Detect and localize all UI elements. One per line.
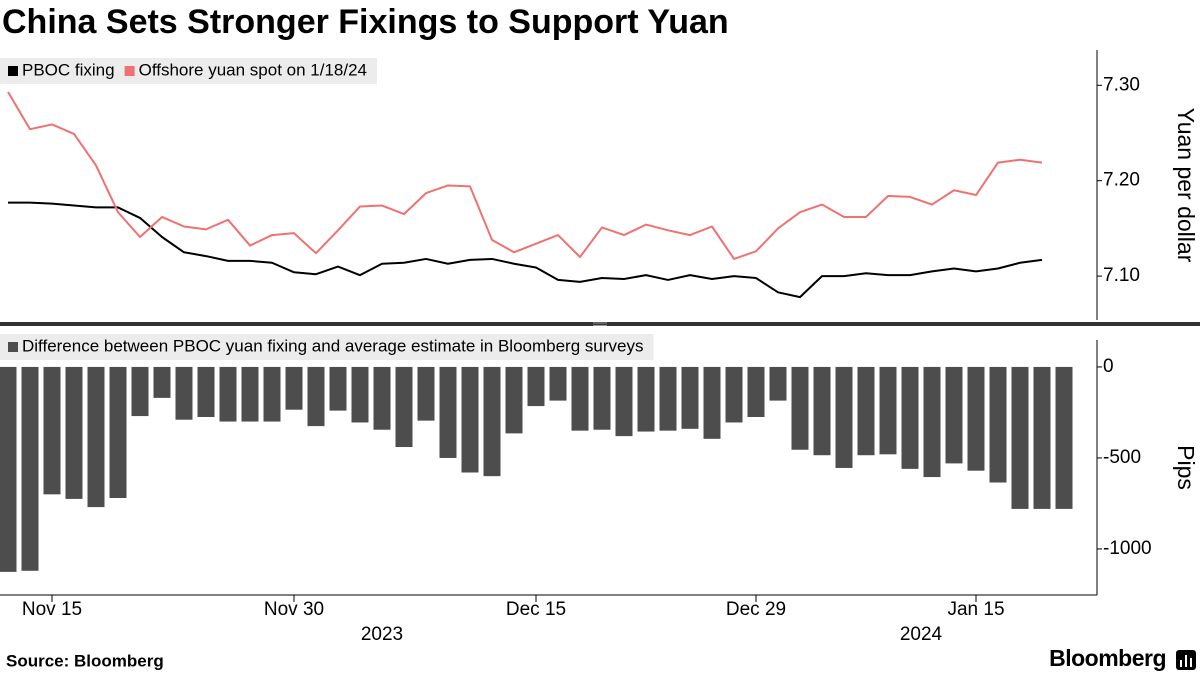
source: Source: Bloomberg [6, 651, 164, 670]
x-tick-label: Nov 30 [264, 599, 324, 620]
bar [505, 366, 523, 434]
bar [263, 366, 281, 422]
line [8, 201, 1043, 299]
y-tick-label: 0 [1103, 356, 1114, 377]
legend-swatch [8, 66, 18, 76]
bar [1033, 366, 1051, 509]
bar [615, 366, 633, 437]
bar [835, 366, 853, 468]
chart-title: China Sets Stronger Fixings to Support Y… [2, 3, 729, 41]
y-tick-label: -1000 [1103, 538, 1152, 559]
bar [373, 366, 391, 430]
bar [549, 366, 567, 401]
bar [813, 366, 831, 456]
bar [439, 366, 457, 458]
x-group-label: 2023 [361, 624, 403, 645]
bar [769, 366, 787, 401]
legend-swatch [124, 66, 135, 76]
logo-icon-bar [1190, 658, 1192, 667]
legend: Difference between PBOC yuan fixing and … [0, 334, 654, 360]
bar [725, 366, 743, 423]
bar [923, 366, 941, 478]
bar [197, 366, 215, 417]
line [7, 91, 1043, 260]
bar [417, 366, 435, 421]
x-tick-label: Nov 15 [22, 599, 82, 620]
bar [307, 366, 325, 427]
bar [131, 366, 149, 417]
logo: Bloomberg [1049, 645, 1166, 671]
bar [1055, 366, 1073, 509]
y-tick-label: 7.10 [1103, 265, 1140, 286]
x-group-label: 2024 [900, 624, 943, 645]
x-tick-label: Jan 15 [947, 599, 1004, 620]
bar [0, 366, 17, 572]
legend-label: Offshore yuan spot on 1/18/24 [139, 60, 367, 79]
bar [241, 366, 259, 422]
bar [153, 366, 171, 398]
panel-divider [0, 322, 1200, 326]
bar [329, 366, 347, 411]
bar [593, 366, 611, 430]
bar [21, 366, 39, 571]
y-axis-label: Pips [1173, 445, 1199, 490]
bar [703, 366, 721, 439]
bar [527, 366, 545, 407]
legend-swatch [8, 342, 18, 352]
bar [109, 366, 127, 498]
bar [967, 366, 985, 471]
logo-icon-bar [1185, 655, 1187, 667]
bar [791, 366, 809, 450]
y-tick-label: 7.30 [1103, 74, 1140, 95]
bar [901, 366, 919, 469]
bar [637, 366, 655, 432]
bar [571, 366, 589, 431]
bar [395, 366, 413, 448]
bar [219, 366, 237, 422]
bar [1011, 366, 1029, 509]
y-tick-label: 7.20 [1103, 170, 1140, 191]
legend-label: PBOC fixing [22, 60, 115, 79]
x-tick-label: Dec 15 [506, 599, 566, 620]
bar [879, 366, 897, 455]
bar [747, 366, 765, 417]
bar [43, 366, 61, 495]
bar [857, 366, 875, 456]
bar [351, 366, 369, 423]
legend-label: Difference between PBOC yuan fixing and … [22, 336, 643, 355]
bar [285, 366, 303, 410]
legend: PBOC fixing Offshore yuan spot on 1/18/24 [0, 58, 377, 84]
bar [483, 366, 501, 477]
y-axis-label: Yuan per dollar [1173, 108, 1199, 263]
bar [681, 366, 699, 429]
bar [945, 366, 963, 464]
legend-background [0, 58, 377, 84]
bar [65, 366, 83, 499]
bar [659, 366, 677, 431]
bar [989, 366, 1007, 483]
logo-icon-bar [1180, 660, 1182, 667]
legend-background [0, 334, 654, 360]
bar [87, 366, 105, 508]
y-tick-label: -500 [1103, 447, 1141, 468]
x-tick-label: Dec 29 [726, 599, 786, 620]
bar [461, 366, 479, 473]
bar [175, 366, 193, 420]
